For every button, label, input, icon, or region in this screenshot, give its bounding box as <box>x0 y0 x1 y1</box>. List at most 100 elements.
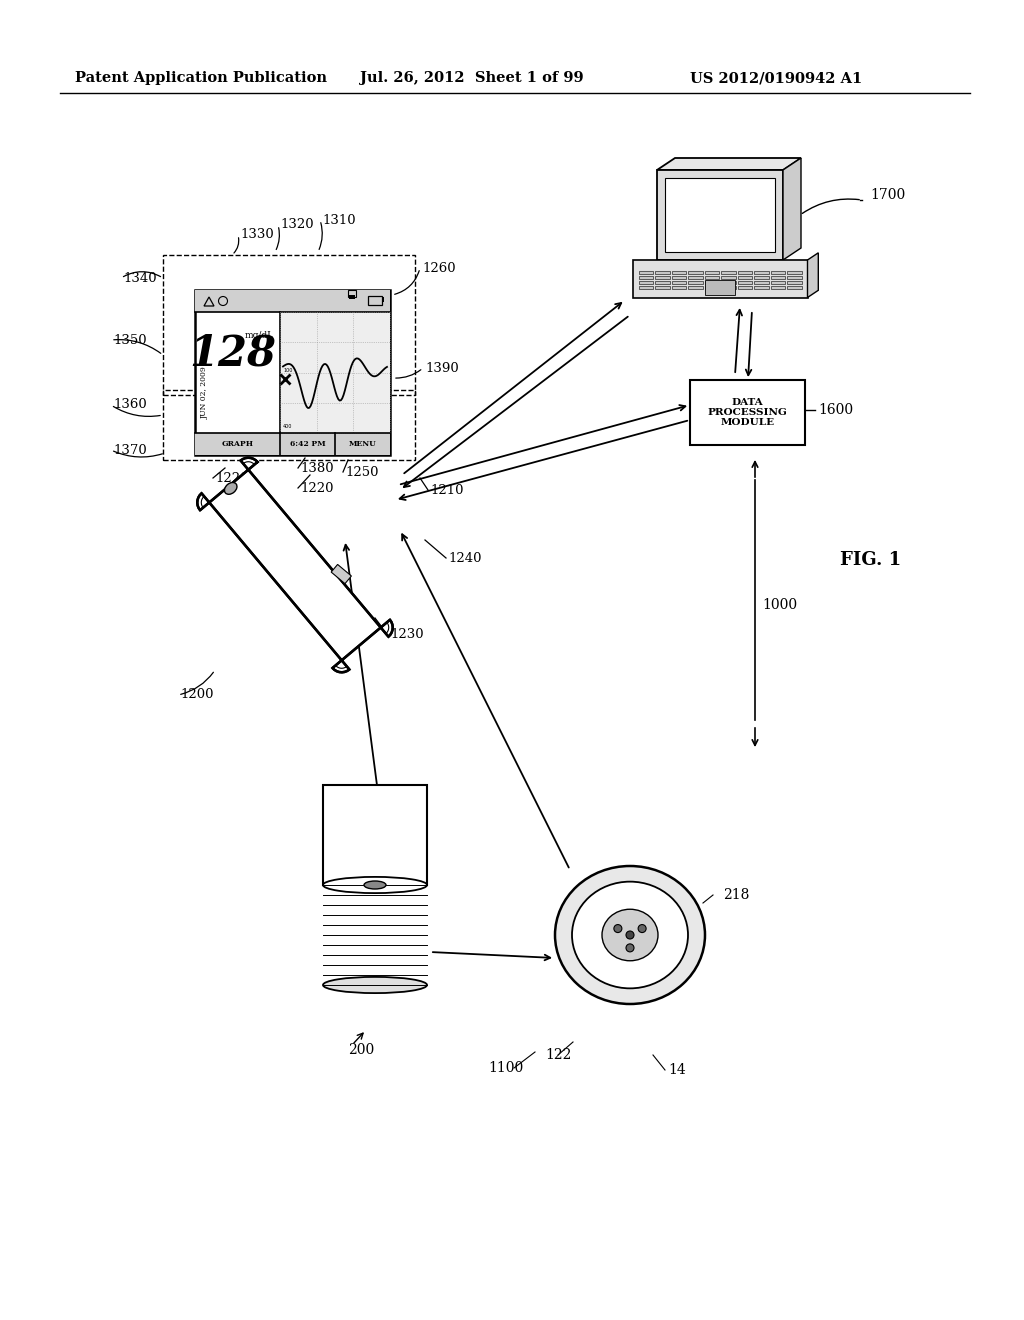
Ellipse shape <box>323 977 427 993</box>
Bar <box>737 276 752 279</box>
Bar <box>787 271 802 273</box>
Bar <box>690 380 805 445</box>
Text: 1220: 1220 <box>215 471 249 484</box>
Text: 1380: 1380 <box>300 462 334 474</box>
Bar <box>787 285 802 289</box>
Bar <box>754 281 768 284</box>
Bar <box>754 271 768 273</box>
Bar <box>754 285 768 289</box>
Text: 218: 218 <box>723 888 750 902</box>
Bar <box>688 281 702 284</box>
Bar <box>787 281 802 284</box>
Bar <box>688 271 702 273</box>
Text: 1100: 1100 <box>488 1061 523 1074</box>
Bar <box>688 285 702 289</box>
Bar <box>770 271 785 273</box>
Bar <box>721 285 735 289</box>
Text: 128: 128 <box>189 333 276 375</box>
Text: 1350: 1350 <box>113 334 146 346</box>
Text: MENU: MENU <box>348 440 377 447</box>
Text: 1390: 1390 <box>425 362 459 375</box>
Text: DATA
PROCESSING
MODULE: DATA PROCESSING MODULE <box>708 397 787 428</box>
Bar <box>737 271 752 273</box>
Bar <box>721 281 735 284</box>
Bar <box>688 276 702 279</box>
Ellipse shape <box>572 882 688 989</box>
Text: 1240: 1240 <box>449 552 481 565</box>
Bar <box>163 255 415 395</box>
Text: 1700: 1700 <box>870 187 905 202</box>
Text: 1000: 1000 <box>762 598 797 612</box>
Bar <box>195 290 390 312</box>
Text: 1210: 1210 <box>430 483 464 496</box>
Text: 100: 100 <box>283 368 293 374</box>
Circle shape <box>638 924 646 932</box>
Text: 1260: 1260 <box>422 261 456 275</box>
Text: 1360: 1360 <box>113 399 146 412</box>
Bar <box>195 433 390 455</box>
Text: FIG. 1: FIG. 1 <box>840 550 901 569</box>
Bar <box>672 285 686 289</box>
Bar <box>639 281 653 284</box>
Bar <box>705 276 719 279</box>
Bar <box>672 281 686 284</box>
Bar <box>665 178 775 252</box>
Bar <box>323 785 427 884</box>
Text: Patent Application Publication: Patent Application Publication <box>75 71 327 84</box>
Text: 1250: 1250 <box>345 466 379 479</box>
Bar <box>787 276 802 279</box>
Bar <box>672 276 686 279</box>
Text: 1230: 1230 <box>390 628 424 642</box>
Text: 1600: 1600 <box>818 403 853 417</box>
Ellipse shape <box>602 909 658 961</box>
Bar <box>368 296 382 305</box>
Bar <box>331 565 351 583</box>
Bar <box>770 276 785 279</box>
Bar <box>655 285 670 289</box>
Ellipse shape <box>555 866 705 1005</box>
Bar <box>721 276 735 279</box>
Bar <box>280 312 390 433</box>
Ellipse shape <box>364 880 386 888</box>
Circle shape <box>613 924 622 932</box>
Ellipse shape <box>323 876 427 894</box>
Text: 122: 122 <box>545 1048 571 1063</box>
Polygon shape <box>198 458 393 672</box>
Text: GRAPH: GRAPH <box>221 440 254 447</box>
Bar <box>657 170 783 260</box>
Text: 1370: 1370 <box>113 444 146 457</box>
Text: Jul. 26, 2012  Sheet 1 of 99: Jul. 26, 2012 Sheet 1 of 99 <box>360 71 584 84</box>
Bar <box>770 285 785 289</box>
Text: 1220: 1220 <box>300 482 334 495</box>
Text: 1340: 1340 <box>123 272 157 285</box>
Text: 1310: 1310 <box>322 214 355 227</box>
Bar <box>639 271 653 273</box>
Ellipse shape <box>224 483 237 494</box>
Bar <box>639 285 653 289</box>
Bar <box>655 271 670 273</box>
Circle shape <box>626 944 634 952</box>
Bar <box>672 271 686 273</box>
Bar <box>655 276 670 279</box>
Polygon shape <box>657 158 801 170</box>
Bar <box>737 285 752 289</box>
Bar <box>705 281 719 284</box>
Bar <box>770 281 785 284</box>
Text: 400: 400 <box>283 424 293 429</box>
Text: 200: 200 <box>348 1043 374 1057</box>
Text: 1320: 1320 <box>280 219 313 231</box>
Bar <box>754 276 768 279</box>
Bar <box>639 276 653 279</box>
Text: mg/dL: mg/dL <box>245 331 274 341</box>
Bar <box>348 290 356 297</box>
Bar <box>705 285 719 289</box>
Text: 1200: 1200 <box>180 689 213 701</box>
Bar <box>705 271 719 273</box>
Polygon shape <box>808 253 818 297</box>
Bar <box>349 294 355 300</box>
Bar <box>655 281 670 284</box>
Text: JUN 02, 2009: JUN 02, 2009 <box>201 366 209 418</box>
Bar <box>382 297 384 302</box>
Circle shape <box>626 931 634 939</box>
Polygon shape <box>783 158 801 260</box>
